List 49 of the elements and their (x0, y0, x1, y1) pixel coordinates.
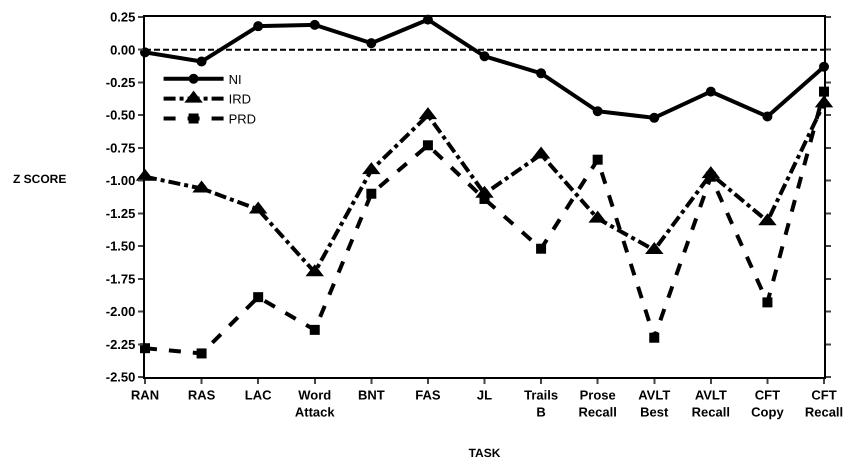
point (366, 38, 376, 48)
y-tick-label: -0.50 (106, 108, 136, 123)
x-axis-title: TASK (468, 446, 501, 460)
point (649, 332, 660, 343)
point (536, 244, 546, 254)
point (310, 20, 320, 30)
y-tick-label: -1.75 (106, 271, 136, 286)
point (196, 56, 207, 67)
point (422, 140, 433, 150)
point (649, 112, 660, 123)
x-tick-label: BNT (358, 388, 385, 403)
x-tick-label: AVLT Best (638, 388, 670, 420)
y-tick-label: 0.25 (110, 10, 136, 25)
x-tick-label: Trails B (524, 388, 558, 420)
point (310, 324, 320, 335)
point (253, 21, 264, 32)
point (480, 51, 490, 62)
point (196, 348, 207, 358)
point (366, 188, 376, 199)
x-tick-label: Prose Recall (578, 388, 617, 420)
y-tick-label: -2.25 (106, 336, 136, 352)
point (762, 111, 772, 122)
point (253, 292, 264, 302)
point (592, 154, 603, 165)
y-tick-label: 0.00 (110, 42, 136, 58)
legend-label: IRD (228, 92, 251, 107)
y-tick-label: -1.00 (106, 173, 136, 188)
x-tick-label: RAN (130, 388, 160, 403)
y-tick-label: -0.25 (106, 75, 136, 90)
legend-label: NI (228, 72, 242, 87)
x-tick-label: Word Attack (294, 388, 336, 420)
x-tick-label: CFT Recall (804, 388, 844, 420)
x-tick-label: RAS (188, 388, 216, 403)
point (592, 106, 603, 116)
x-tick-label: AVLT Recall (692, 388, 730, 420)
y-tick-label: -1.25 (106, 206, 136, 221)
legend-label: PRD (228, 112, 256, 127)
point (706, 86, 716, 97)
y-tick-label: -0.75 (106, 140, 136, 156)
point (536, 68, 546, 78)
x-tick-label: FAS (415, 388, 441, 403)
y-tick-label: -1.50 (106, 238, 136, 254)
point (762, 297, 772, 308)
y-tick-label: -2.00 (106, 304, 136, 320)
x-tick-label: JL (476, 388, 492, 403)
y-axis-title: Z SCORE (13, 172, 66, 186)
x-tick-label: CFT Copy (751, 388, 784, 420)
y-tick-label: -2.50 (106, 370, 136, 385)
x-tick-label: LAC (244, 388, 272, 403)
